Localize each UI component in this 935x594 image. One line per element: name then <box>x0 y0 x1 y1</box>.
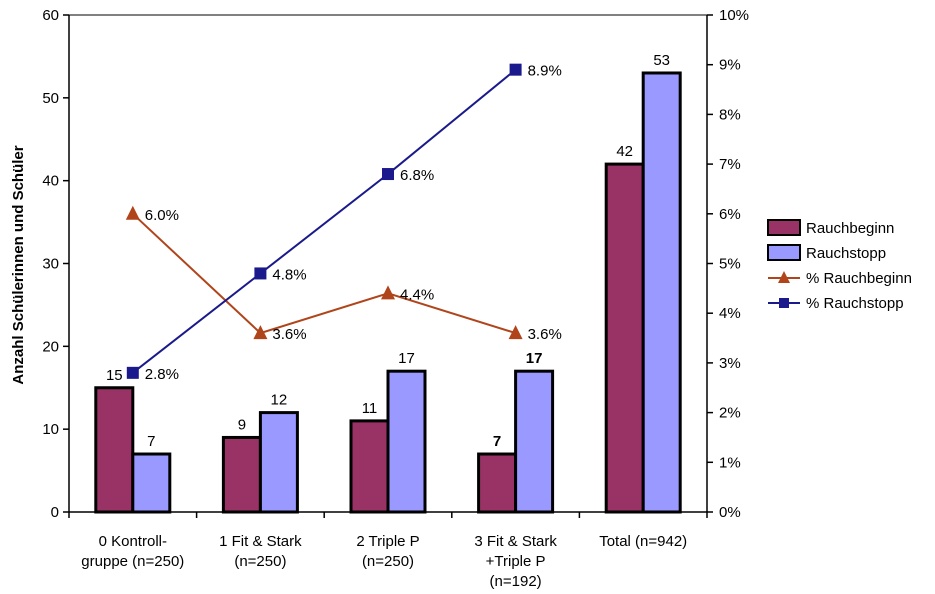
y-tick-label: 40 <box>42 173 59 190</box>
line-data-label: 4.4% <box>400 286 434 303</box>
bar-data-label: 7 <box>147 433 155 450</box>
y-axis-title: Anzahl Schülerinnen und Schüler <box>10 145 27 384</box>
point-square-marker <box>382 168 394 181</box>
y2-tick-label: 8% <box>719 106 741 123</box>
x-tick-label: Total (n=942) <box>599 533 687 550</box>
line-rauchstopp <box>132 68 517 374</box>
y-tick-label: 20 <box>42 338 59 355</box>
x-tick-label: (n=192) <box>490 573 542 590</box>
legend: Rauchbeginn Rauchstopp % Rauchbeginn % Rauc… <box>767 219 912 312</box>
x-tick-label: gruppe (n=250) <box>81 553 184 570</box>
bar-data-label: 11 <box>362 400 378 417</box>
point-square-marker <box>254 267 267 280</box>
bar-rauchbeginn <box>604 162 645 514</box>
y2-tick-label: 0% <box>719 504 741 521</box>
legend-label: % Rauchstopp <box>806 295 904 312</box>
y2-tick-label: 9% <box>719 57 741 74</box>
bar-rauchstopp <box>514 369 555 514</box>
y2-tick-label: 7% <box>719 156 741 173</box>
bar-data-label: 9 <box>238 416 246 433</box>
y2-tick-label: 3% <box>719 355 741 372</box>
line-data-label: 6.0% <box>145 207 179 224</box>
y2-tick-label: 1% <box>719 454 741 471</box>
y2-tick-label: 10% <box>719 7 749 24</box>
bar-data-label: 53 <box>653 52 670 69</box>
bar-data-label: 12 <box>271 392 288 409</box>
x-tick-label: 1 Fit & Stark <box>219 533 302 550</box>
bar-data-label: 17 <box>398 350 415 367</box>
legend-triangle-marker <box>778 271 790 283</box>
x-tick-label: 3 Fit & Stark <box>474 533 557 550</box>
point-triangle-marker <box>381 285 395 300</box>
bar-rauchstopp <box>258 411 299 514</box>
line-data-label: 2.8% <box>145 366 179 383</box>
y-tick-label: 60 <box>42 7 59 24</box>
bar-data-label: 15 <box>106 367 123 384</box>
line-data-label: 3.6% <box>272 326 306 343</box>
bar-rauchbeginn <box>221 435 262 514</box>
bar-rauchstopp <box>386 369 427 514</box>
y-tick-label: 10 <box>42 421 59 438</box>
y-tick-label: 30 <box>42 256 59 273</box>
x-tick-label: +Triple P <box>486 553 546 570</box>
point-square-marker <box>126 366 139 379</box>
legend-square-marker <box>779 298 789 308</box>
point-square-marker <box>509 63 522 76</box>
line-data-label: 3.6% <box>528 326 562 343</box>
y-tick-label: 0 <box>51 504 59 521</box>
bar-rauchbeginn <box>477 452 518 514</box>
bar-data-label: 42 <box>616 143 633 160</box>
x-tick-label: (n=250) <box>234 553 286 570</box>
y-tick-label: 50 <box>42 90 59 107</box>
bar-data-label: 17 <box>526 350 543 367</box>
bar-rauchstopp <box>641 71 682 514</box>
line-rauchbeginn <box>132 213 516 335</box>
y2-tick-label: 2% <box>719 405 741 422</box>
line-data-label: 8.9% <box>528 63 562 80</box>
line-data-label: 4.8% <box>272 266 306 283</box>
x-tick-label: (n=250) <box>362 553 414 570</box>
point-triangle-marker <box>508 325 523 340</box>
line-data-label: 6.8% <box>400 167 434 184</box>
bar-data-label: 7 <box>493 433 501 450</box>
legend-label: Rauchstopp <box>806 245 886 262</box>
point-triangle-marker <box>125 205 140 220</box>
x-tick-label: 2 Triple P <box>356 533 419 550</box>
legend-swatch <box>767 219 801 236</box>
legend-label: Rauchbeginn <box>806 220 894 237</box>
legend-label: % Rauchbeginn <box>806 270 912 287</box>
plot-area: 0 10 20 30 40 50 60 0% 1% 2% 3% 4% 5% 6% 7% 8% 9% 10% 0 Ko… <box>42 7 749 590</box>
y2-tick-label: 4% <box>719 305 741 322</box>
bar-rauchstopp <box>131 452 172 514</box>
bar-rauchbeginn <box>94 386 135 514</box>
x-tick-label: 0 Kontroll- <box>99 533 167 550</box>
y2-tick-label: 6% <box>719 206 741 223</box>
point-triangle-marker <box>253 325 268 340</box>
y2-tick-label: 5% <box>719 256 741 273</box>
bar-rauchbeginn <box>349 419 390 514</box>
legend-swatch <box>767 244 801 261</box>
